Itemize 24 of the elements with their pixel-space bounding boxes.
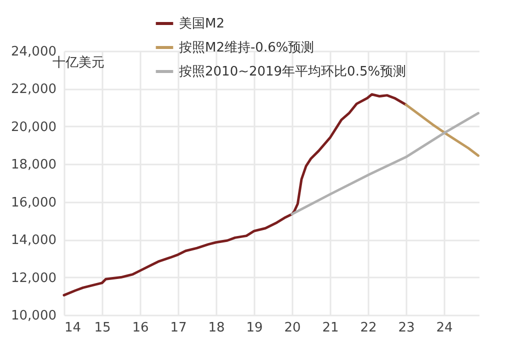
x-tick-label: 22	[360, 320, 377, 336]
x-tick-label: 23	[398, 320, 415, 336]
y-tick-label: 22,000	[11, 82, 56, 98]
x-tick-label: 18	[208, 320, 225, 336]
line-series	[62, 93, 408, 296]
line-series	[404, 103, 480, 157]
y-tick-label: 14,000	[11, 233, 56, 248]
x-tick-label: 24	[436, 320, 453, 336]
legend-label: 美国M2	[179, 16, 224, 32]
x-tick-label: 19	[246, 320, 263, 336]
x-tick-label: 15	[94, 320, 111, 336]
legend-label: 按照M2维持-0.6%预测	[179, 40, 314, 56]
line-series	[290, 112, 480, 216]
y-tick-label: 18,000	[11, 158, 56, 173]
x-tick-label: 21	[322, 320, 339, 336]
x-tick-label: 14	[64, 320, 82, 336]
y-tick-label: 20,000	[11, 120, 56, 135]
y-tick-label: 16,000	[11, 195, 56, 210]
x-tick-label: 20	[284, 320, 301, 336]
legend-label: 按照2010~2019年平均环比0.5%预测	[179, 64, 406, 80]
x-tick-label: 16	[132, 320, 149, 336]
x-tick-label: 17	[170, 320, 187, 336]
y-tick-label: 10,000	[11, 308, 56, 324]
y-tick-label: 12,000	[11, 270, 56, 286]
